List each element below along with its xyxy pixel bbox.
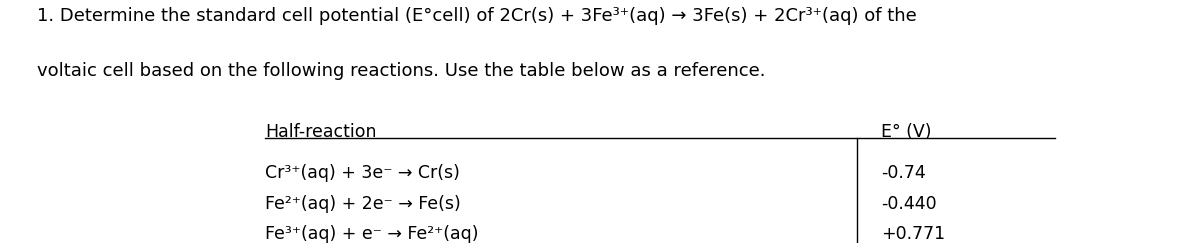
- Text: voltaic cell based on the following reactions. Use the table below as a referenc: voltaic cell based on the following reac…: [37, 62, 766, 80]
- Text: +0.771: +0.771: [881, 225, 946, 243]
- Text: Fe³⁺(aq) + e⁻ → Fe²⁺(aq): Fe³⁺(aq) + e⁻ → Fe²⁺(aq): [265, 225, 479, 243]
- Text: Cr³⁺(aq) + 3e⁻ → Cr(s): Cr³⁺(aq) + 3e⁻ → Cr(s): [265, 164, 460, 182]
- Text: E° (V): E° (V): [881, 123, 932, 141]
- Text: Fe²⁺(aq) + 2e⁻ → Fe(s): Fe²⁺(aq) + 2e⁻ → Fe(s): [265, 195, 461, 213]
- Text: -0.74: -0.74: [881, 164, 926, 182]
- Text: -0.440: -0.440: [881, 195, 937, 213]
- Text: 1. Determine the standard cell potential (E°cell) of 2Cr(s) + 3Fe³⁺(aq) → 3Fe(s): 1. Determine the standard cell potential…: [37, 8, 917, 26]
- Text: Half-reaction: Half-reaction: [265, 123, 377, 141]
